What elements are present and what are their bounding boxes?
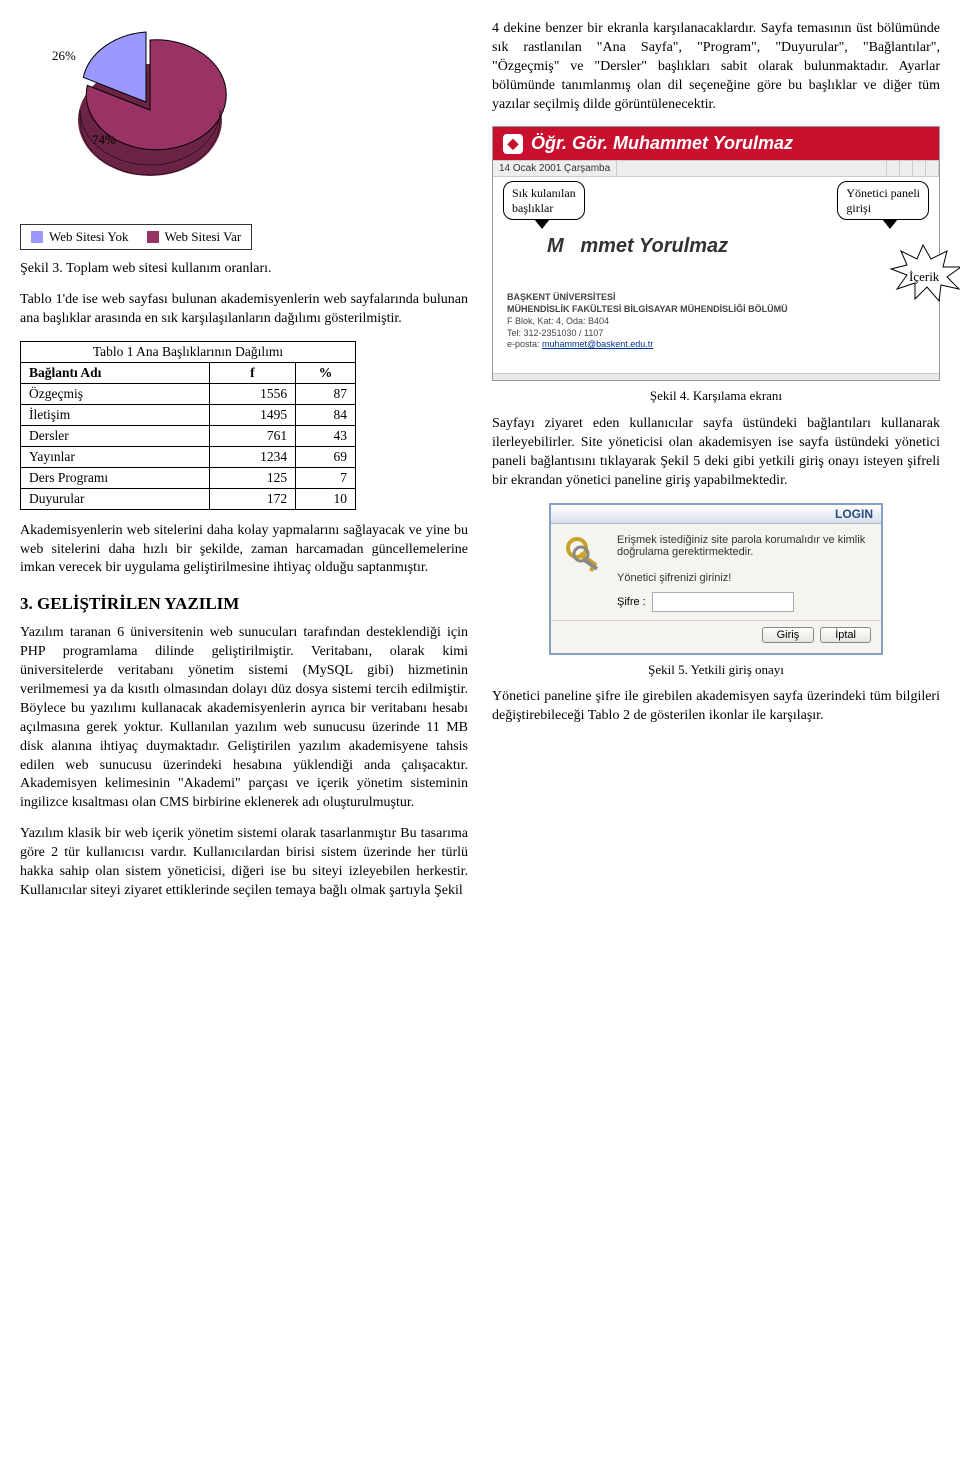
- pie-legend: Web Sitesi Yok Web Sitesi Var: [20, 224, 252, 250]
- table-1-col-1: f: [209, 362, 295, 383]
- table-row: Dersler76143: [21, 425, 356, 446]
- login-message: Erişmek istediğiniz site parola korumalı…: [617, 534, 869, 558]
- legend-swatch-1: [147, 231, 159, 243]
- login-submit-button[interactable]: Giriş: [762, 627, 815, 643]
- password-input[interactable]: [652, 592, 794, 612]
- paragraph-software-2: Yazılım klasik bir web içerik yönetim si…: [20, 825, 468, 901]
- paragraph-need: Akademisyenlerin web sitelerini daha kol…: [20, 522, 468, 579]
- pie-label-74: 74%: [92, 132, 116, 148]
- figure3-caption: Şekil 3. Toplam web sitesi kullanım oran…: [20, 260, 468, 279]
- screenshot-topbar: ◆ Öğr. Gör. Muhammet Yorulmaz: [493, 127, 939, 160]
- paragraph-software-1: Yazılım taranan 6 üniversitenin web sunu…: [20, 624, 468, 813]
- login-prompt: Yönetici şifrenizi giriniz!: [617, 572, 869, 584]
- login-dialog-title: LOGIN: [551, 505, 881, 524]
- table-1-col-2: %: [296, 362, 356, 383]
- welcome-screenshot: ◆ Öğr. Gör. Muhammet Yorulmaz 14 Ocak 20…: [492, 126, 940, 381]
- callout-frequent-headers: Sık kulanılan başlıklar: [503, 181, 585, 220]
- screenshot-display-name: M mmet Yorulmaz: [547, 235, 925, 258]
- legend-swatch-0: [31, 231, 43, 243]
- pie-chart-figure: 26% 74%: [50, 20, 468, 200]
- keys-icon: [563, 534, 607, 578]
- pie-chart-svg: [50, 20, 250, 200]
- paragraph-admin-panel: Yönetici paneline şifre ile girebilen ak…: [492, 688, 940, 726]
- table-row: Yayınlar123469: [21, 446, 356, 467]
- figure4-caption: Şekil 4. Karşılama ekranı: [492, 387, 940, 405]
- screenshot-datebar: 14 Ocak 2001 Çarşamba: [493, 160, 939, 177]
- table-1-title: Tablo 1 Ana Başlıklarının Dağılımı: [21, 341, 356, 362]
- table-row: Ders Programı1257: [21, 467, 356, 488]
- legend-label-1: Web Sitesi Var: [165, 229, 242, 245]
- section-3-heading: 3. GELİŞTİRİLEN YAZILIM: [20, 594, 468, 614]
- login-field-label: Şifre :: [617, 596, 646, 608]
- paragraph-table-intro: Tablo 1'de ise web sayfası bulunan akade…: [20, 291, 468, 329]
- screenshot-topbar-title: Öğr. Gör. Muhammet Yorulmaz: [531, 133, 793, 154]
- login-dialog: LOGIN Erişmek istediğiniz site parola ko…: [549, 503, 883, 655]
- screenshot-date: 14 Ocak 2001 Çarşamba: [493, 161, 617, 176]
- university-logo-icon: ◆: [503, 134, 523, 154]
- figure5-caption: Şekil 5. Yetkili giriş onayı: [492, 661, 940, 679]
- login-cancel-button[interactable]: İptal: [820, 627, 871, 643]
- paragraph-visitors: Sayfayı ziyaret eden kullanıcılar sayfa …: [492, 415, 940, 491]
- pie-label-26: 26%: [52, 48, 76, 64]
- screenshot-contact-info: BAŞKENT ÜNİVERSİTESİMÜHENDİSLİK FAKÜLTES…: [507, 292, 925, 350]
- table-row: İletişim149584: [21, 404, 356, 425]
- callout-admin-panel: Yönetici paneli girişi: [837, 181, 929, 220]
- paragraph-top-right: 4 dekine benzer bir ekranla karşılanacak…: [492, 20, 940, 114]
- table-1: Tablo 1 Ana Başlıklarının Dağılımı Bağla…: [20, 341, 356, 510]
- table-1-col-0: Bağlantı Adı: [21, 362, 210, 383]
- table-row: Duyurular17210: [21, 488, 356, 509]
- table-row: Özgeçmiş155687: [21, 383, 356, 404]
- legend-label-0: Web Sitesi Yok: [49, 229, 129, 245]
